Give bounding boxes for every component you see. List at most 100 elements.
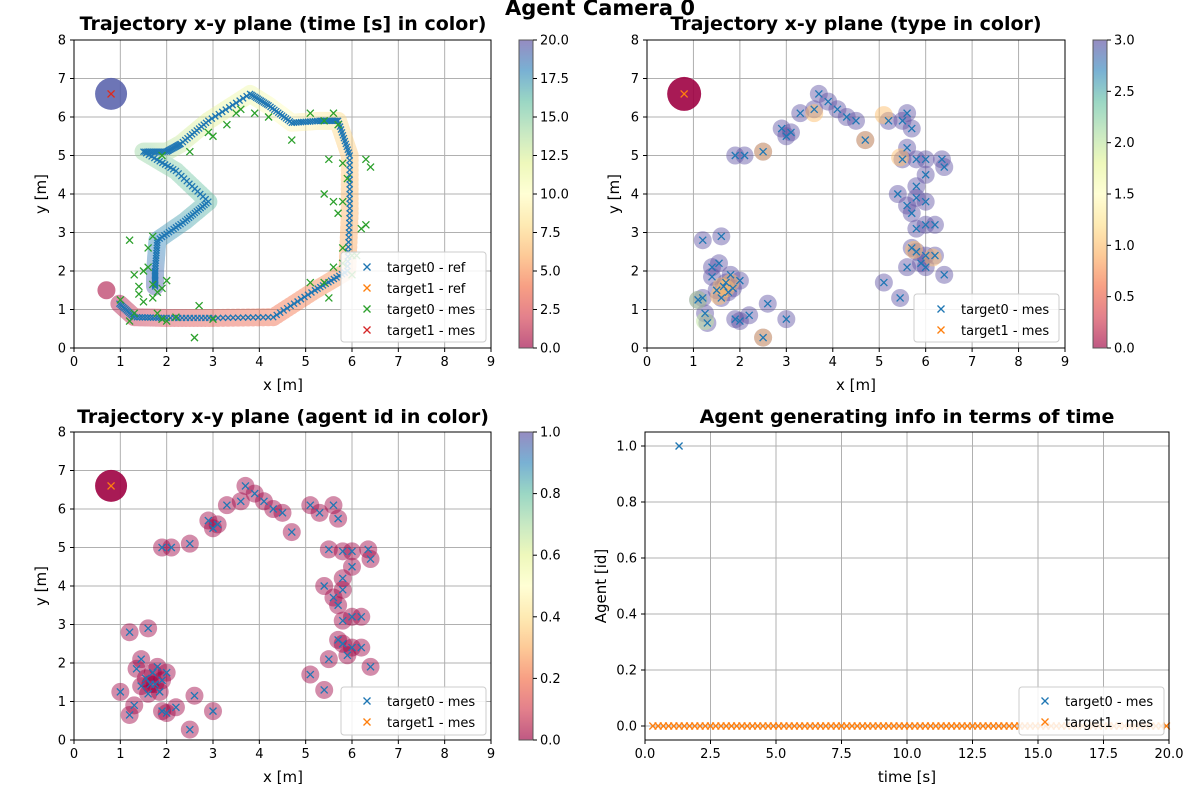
target0-mes-point — [728, 284, 737, 293]
target0-mes-point-stroke — [940, 163, 949, 172]
target0-ref-point-stroke — [219, 314, 227, 322]
target0-ref-point — [209, 314, 217, 322]
target0-mes-point — [912, 193, 921, 202]
target0-mes-point-stroke — [361, 155, 370, 164]
target0-mes-point-stroke — [306, 670, 315, 679]
target0-mes-point-stroke — [912, 224, 921, 233]
target0-ref-point-stroke — [169, 165, 177, 173]
target0-ref-point-stroke — [249, 313, 257, 321]
target0-ref-point-stroke — [152, 259, 160, 267]
x-tick-label: 0 — [70, 747, 78, 762]
target0-mes-point-stroke — [921, 170, 930, 179]
target0-mes-point-stroke — [209, 132, 217, 141]
target0-mes-point-stroke — [324, 655, 333, 664]
target0-mes-point — [146, 680, 155, 689]
target0-ref-point-stroke — [222, 106, 230, 114]
target0-mes-point-stroke — [903, 143, 912, 152]
target0-mes-point-stroke — [708, 263, 716, 272]
target0-mes-point-stroke — [162, 709, 171, 718]
target0-mes-point — [719, 282, 728, 291]
x-tick-label: 1 — [116, 747, 124, 762]
target0-mes-point — [338, 616, 347, 625]
target0-ref-point — [259, 313, 267, 321]
target0-ref-point-stroke — [244, 314, 252, 321]
target0-mes-point-stroke — [726, 270, 735, 279]
target0-mes-point-stroke — [912, 193, 921, 202]
target0-ref-point — [215, 110, 223, 118]
target0-ref-point-stroke — [297, 118, 305, 126]
colorbar-tick-label: 0.0 — [540, 734, 561, 749]
target0-mes-point-stroke — [366, 662, 375, 671]
y-tick-label: 1 — [58, 303, 66, 318]
target1-mes-point — [107, 481, 116, 490]
x-tick-label: 4 — [255, 355, 263, 370]
legend-marker-stroke — [363, 263, 371, 271]
target0-mes-point-stroke — [759, 147, 768, 156]
legend-marker-stroke — [363, 284, 371, 292]
x-tick-label: 3 — [782, 355, 790, 370]
target0-mes-point — [144, 263, 153, 272]
target0-mes-point-stroke — [148, 293, 157, 302]
y-tick-label: 5 — [631, 149, 639, 164]
target0-mes-point-stroke — [698, 293, 707, 302]
target0-mes-point — [338, 639, 347, 648]
target0-mes-point — [222, 120, 231, 129]
target0-mes-point — [907, 124, 916, 133]
y-tick-label: 2 — [631, 265, 639, 280]
target0-mes-point — [814, 89, 823, 98]
target0-mes-point-stroke — [241, 481, 250, 490]
target0-mes-point — [125, 628, 134, 637]
y-tick-label: 8 — [58, 34, 66, 49]
target0-mes-point — [144, 624, 153, 633]
target0-mes-point-stroke — [675, 442, 684, 450]
target0-mes-point-stroke — [306, 278, 315, 287]
target0-ref-point-stroke — [142, 149, 150, 157]
chart-title-p4: Agent generating info in terms of time — [700, 406, 1115, 428]
target0-mes-point — [236, 497, 245, 506]
target0-mes-point-stroke — [153, 662, 162, 671]
x-tick-label: 20.0 — [1155, 747, 1184, 762]
target0-mes-point-stroke — [740, 151, 749, 160]
x-tick-label: 6 — [348, 747, 356, 762]
target0-mes-point-stroke — [715, 259, 723, 268]
target0-mes-point — [898, 116, 907, 125]
target0-mes-point-stroke — [158, 676, 166, 685]
target0-mes-point-stroke — [144, 263, 153, 272]
target0-ref-point-stroke — [146, 314, 154, 322]
target0-mes-point-stroke — [116, 295, 125, 304]
x-tick-label: 7 — [968, 355, 976, 370]
target0-mes-point — [930, 251, 939, 260]
target0-mes-point — [810, 105, 819, 114]
target0-ref-point-stroke — [297, 295, 305, 303]
target0-mes-point-stroke — [937, 155, 946, 164]
target0-mes-point-stroke — [158, 151, 166, 160]
target0-mes-point — [338, 585, 347, 594]
target0-mes-point-stroke — [896, 293, 905, 302]
target0-ref-point-stroke — [153, 244, 161, 252]
target0-ref-point-stroke — [343, 143, 351, 151]
target0-mes-point-stroke — [141, 674, 150, 683]
target0-mes-point-stroke — [144, 243, 153, 252]
x-tick-label: 12.5 — [958, 747, 987, 762]
target0-mes-point-stroke — [324, 293, 333, 302]
target0-mes-point — [158, 543, 166, 552]
target0-ref-point-stroke — [299, 118, 307, 126]
legend-marker — [363, 718, 371, 726]
target0-mes-point-stroke — [306, 109, 315, 118]
target0-ref-point-stroke — [339, 131, 347, 139]
target0-mes-point — [167, 543, 176, 552]
marks-p2 — [667, 76, 954, 347]
x-tick-label: 2 — [736, 355, 744, 370]
target1-mes-point — [107, 89, 116, 98]
target0-ref-point-stroke — [148, 153, 156, 160]
target0-ref-point-stroke — [215, 110, 223, 118]
target0-mes-point — [329, 501, 338, 510]
target0-mes-point-stroke — [162, 668, 171, 677]
colorbar-tick-label: 15.0 — [540, 111, 569, 126]
target0-mes-point — [343, 174, 352, 183]
y-tick-label: 6 — [58, 503, 66, 518]
target0-mes-point-stroke — [348, 547, 356, 556]
target0-mes-point-stroke — [777, 124, 786, 133]
target0-ref-point — [243, 92, 251, 100]
target0-mes-point — [158, 151, 166, 160]
